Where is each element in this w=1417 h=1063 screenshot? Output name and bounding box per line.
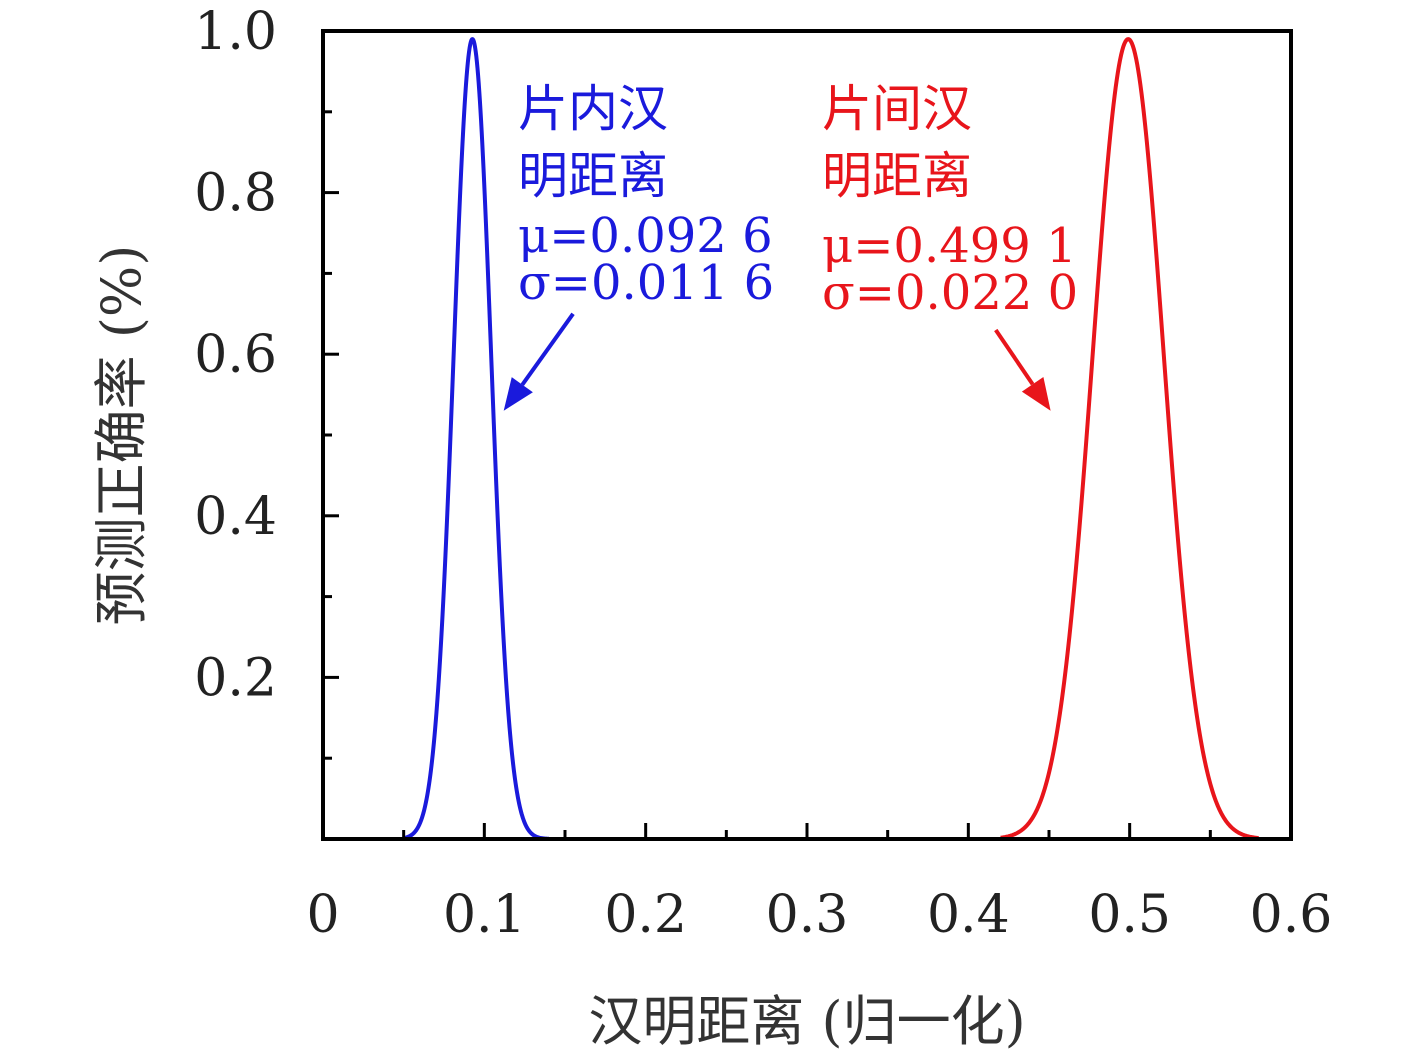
y-tick-label-1-0: 1.0 [194,2,277,62]
series-1-label-line-1: 片内汉 [518,80,668,138]
arrow-shaft-1 [520,312,575,386]
x-tick-label-0: 0 [306,885,339,945]
arrow-head-2 [1021,376,1051,411]
series-2-label-line-2: 明距离 [822,147,972,205]
arrows-layer [503,312,1051,411]
y-tick-label-0-6: 0.6 [194,325,277,385]
plot-frame [321,29,1293,841]
y-tick-label-0-2: 0.2 [194,648,277,708]
ticks-layer [323,110,1212,839]
series-2-label-line-1: 片间汉 [822,80,972,138]
x-axis-title: 汉明距离 (归一化) [588,990,1025,1053]
arrow-shaft-2 [994,328,1035,386]
series-2-stat-line-1: μ=0.499 1 [822,218,1077,274]
series-1-stat-line-2: σ=0.011 6 [518,255,774,311]
x-tick-label-0-1: 0.1 [443,885,526,945]
series-2-stat-line-2: σ=0.022 0 [822,265,1078,321]
tick-labels-layer: 0 0.1 0.2 0.3 0.4 0.5 0.6 0.2 0.4 0.6 0.8 1.0 [194,2,1332,945]
x-tick-label-0-6: 0.6 [1250,885,1333,945]
y-tick-label-0-8: 0.8 [194,164,277,224]
series-1-label-line-2: 明距离 [518,147,668,205]
x-tick-label-0-3: 0.3 [766,885,849,945]
x-tick-label-0-4: 0.4 [927,885,1010,945]
x-tick-label-0-2: 0.2 [604,885,687,945]
y-axis-title: 预测正确率 (%) [90,245,153,626]
series-line-2 [999,37,1260,841]
series-line-1 [402,37,551,841]
x-tick-label-0-5: 0.5 [1088,885,1171,945]
curves-layer [402,37,1260,841]
y-tick-label-0-4: 0.4 [194,487,277,547]
series-1-stat-line-1: μ=0.092 6 [518,208,773,264]
arrow-head-1 [503,377,533,411]
